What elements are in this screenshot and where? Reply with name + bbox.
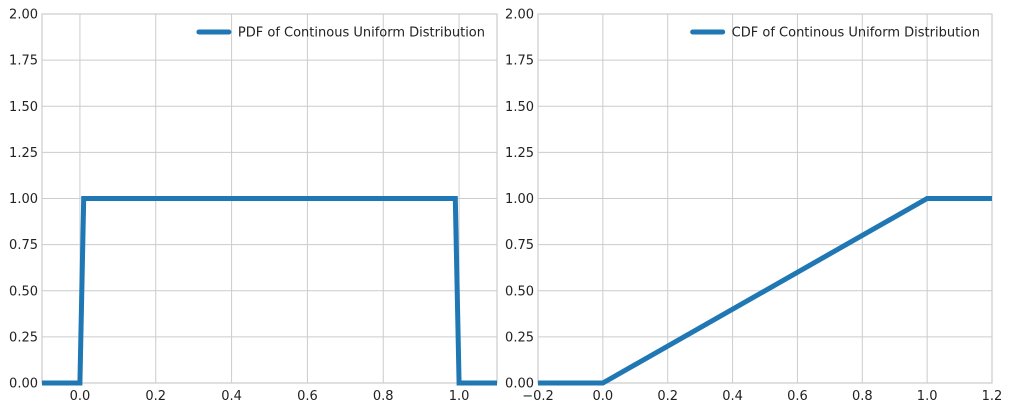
pdf-y-tick-label: 1.50 xyxy=(9,100,38,115)
cdf-y-tick-label: 1.00 xyxy=(505,192,534,207)
cdf-x-tick-label: 1.2 xyxy=(982,389,1003,404)
pdf-legend: PDF of Continous Uniform Distribution xyxy=(196,26,485,41)
pdf-series-line xyxy=(42,196,497,386)
pdf-x-tick-label: 0.0 xyxy=(70,389,91,404)
cdf-y-tick-label: 0.00 xyxy=(505,377,534,392)
pdf-y-tick-label: 1.75 xyxy=(9,54,38,69)
cdf-y-tick-label: 0.25 xyxy=(505,330,534,345)
cdf-y-tick-label: 0.75 xyxy=(505,238,534,253)
cdf-y-tick-label: 1.75 xyxy=(505,54,534,69)
cdf-legend-label: CDF of Continous Uniform Distribution xyxy=(732,26,980,41)
pdf-axes-frame xyxy=(41,13,498,384)
pdf-x-tick-label: 0.8 xyxy=(373,389,394,404)
cdf-panel: −0.2 0.0 0.2 0.4 0.6 0.8 1.0 1.2 0.00 0.25 0.50 0.7… xyxy=(505,8,1002,405)
pdf-x-tick-label: 0.4 xyxy=(221,389,242,404)
cdf-x-tick-label: 1.0 xyxy=(917,389,938,404)
cdf-series-line xyxy=(538,196,992,386)
cdf-x-tick-label: 0.8 xyxy=(852,389,873,404)
pdf-y-tick-label: 0.00 xyxy=(9,377,38,392)
pdf-y-tick-label: 0.75 xyxy=(9,238,38,253)
cdf-y-tick-label: 2.00 xyxy=(505,8,534,23)
pdf-x-tick-label: 0.6 xyxy=(297,389,318,404)
pdf-y-tick-label: 0.25 xyxy=(9,330,38,345)
pdf-y-tick-label: 0.50 xyxy=(9,284,38,299)
cdf-y-tick-label: 1.25 xyxy=(505,146,534,161)
pdf-y-tick-label: 2.00 xyxy=(9,8,38,23)
cdf-x-tick-label: 0.2 xyxy=(657,389,678,404)
pdf-legend-label: PDF of Continous Uniform Distribution xyxy=(238,26,485,41)
pdf-y-tick-label: 1.00 xyxy=(9,192,38,207)
pdf-panel: 0.0 0.2 0.4 0.6 0.8 1.0 0.00 0.25 0.50 0.75 1.00 1.… xyxy=(9,8,498,404)
pdf-y-tick-label: 1.25 xyxy=(9,146,38,161)
cdf-x-tick-label: −0.2 xyxy=(522,389,554,404)
cdf-x-tick-label: 0.4 xyxy=(722,389,743,404)
cdf-y-tick-label: 1.50 xyxy=(505,100,534,115)
cdf-x-tick-label: 0.6 xyxy=(787,389,808,404)
cdf-y-tick-label: 0.50 xyxy=(505,284,534,299)
pdf-x-tick-label: 0.2 xyxy=(145,389,166,404)
cdf-legend: CDF of Continous Uniform Distribution xyxy=(690,26,980,41)
cdf-x-tick-label: 0.0 xyxy=(593,389,614,404)
pdf-x-tick-label: 1.0 xyxy=(449,389,470,404)
